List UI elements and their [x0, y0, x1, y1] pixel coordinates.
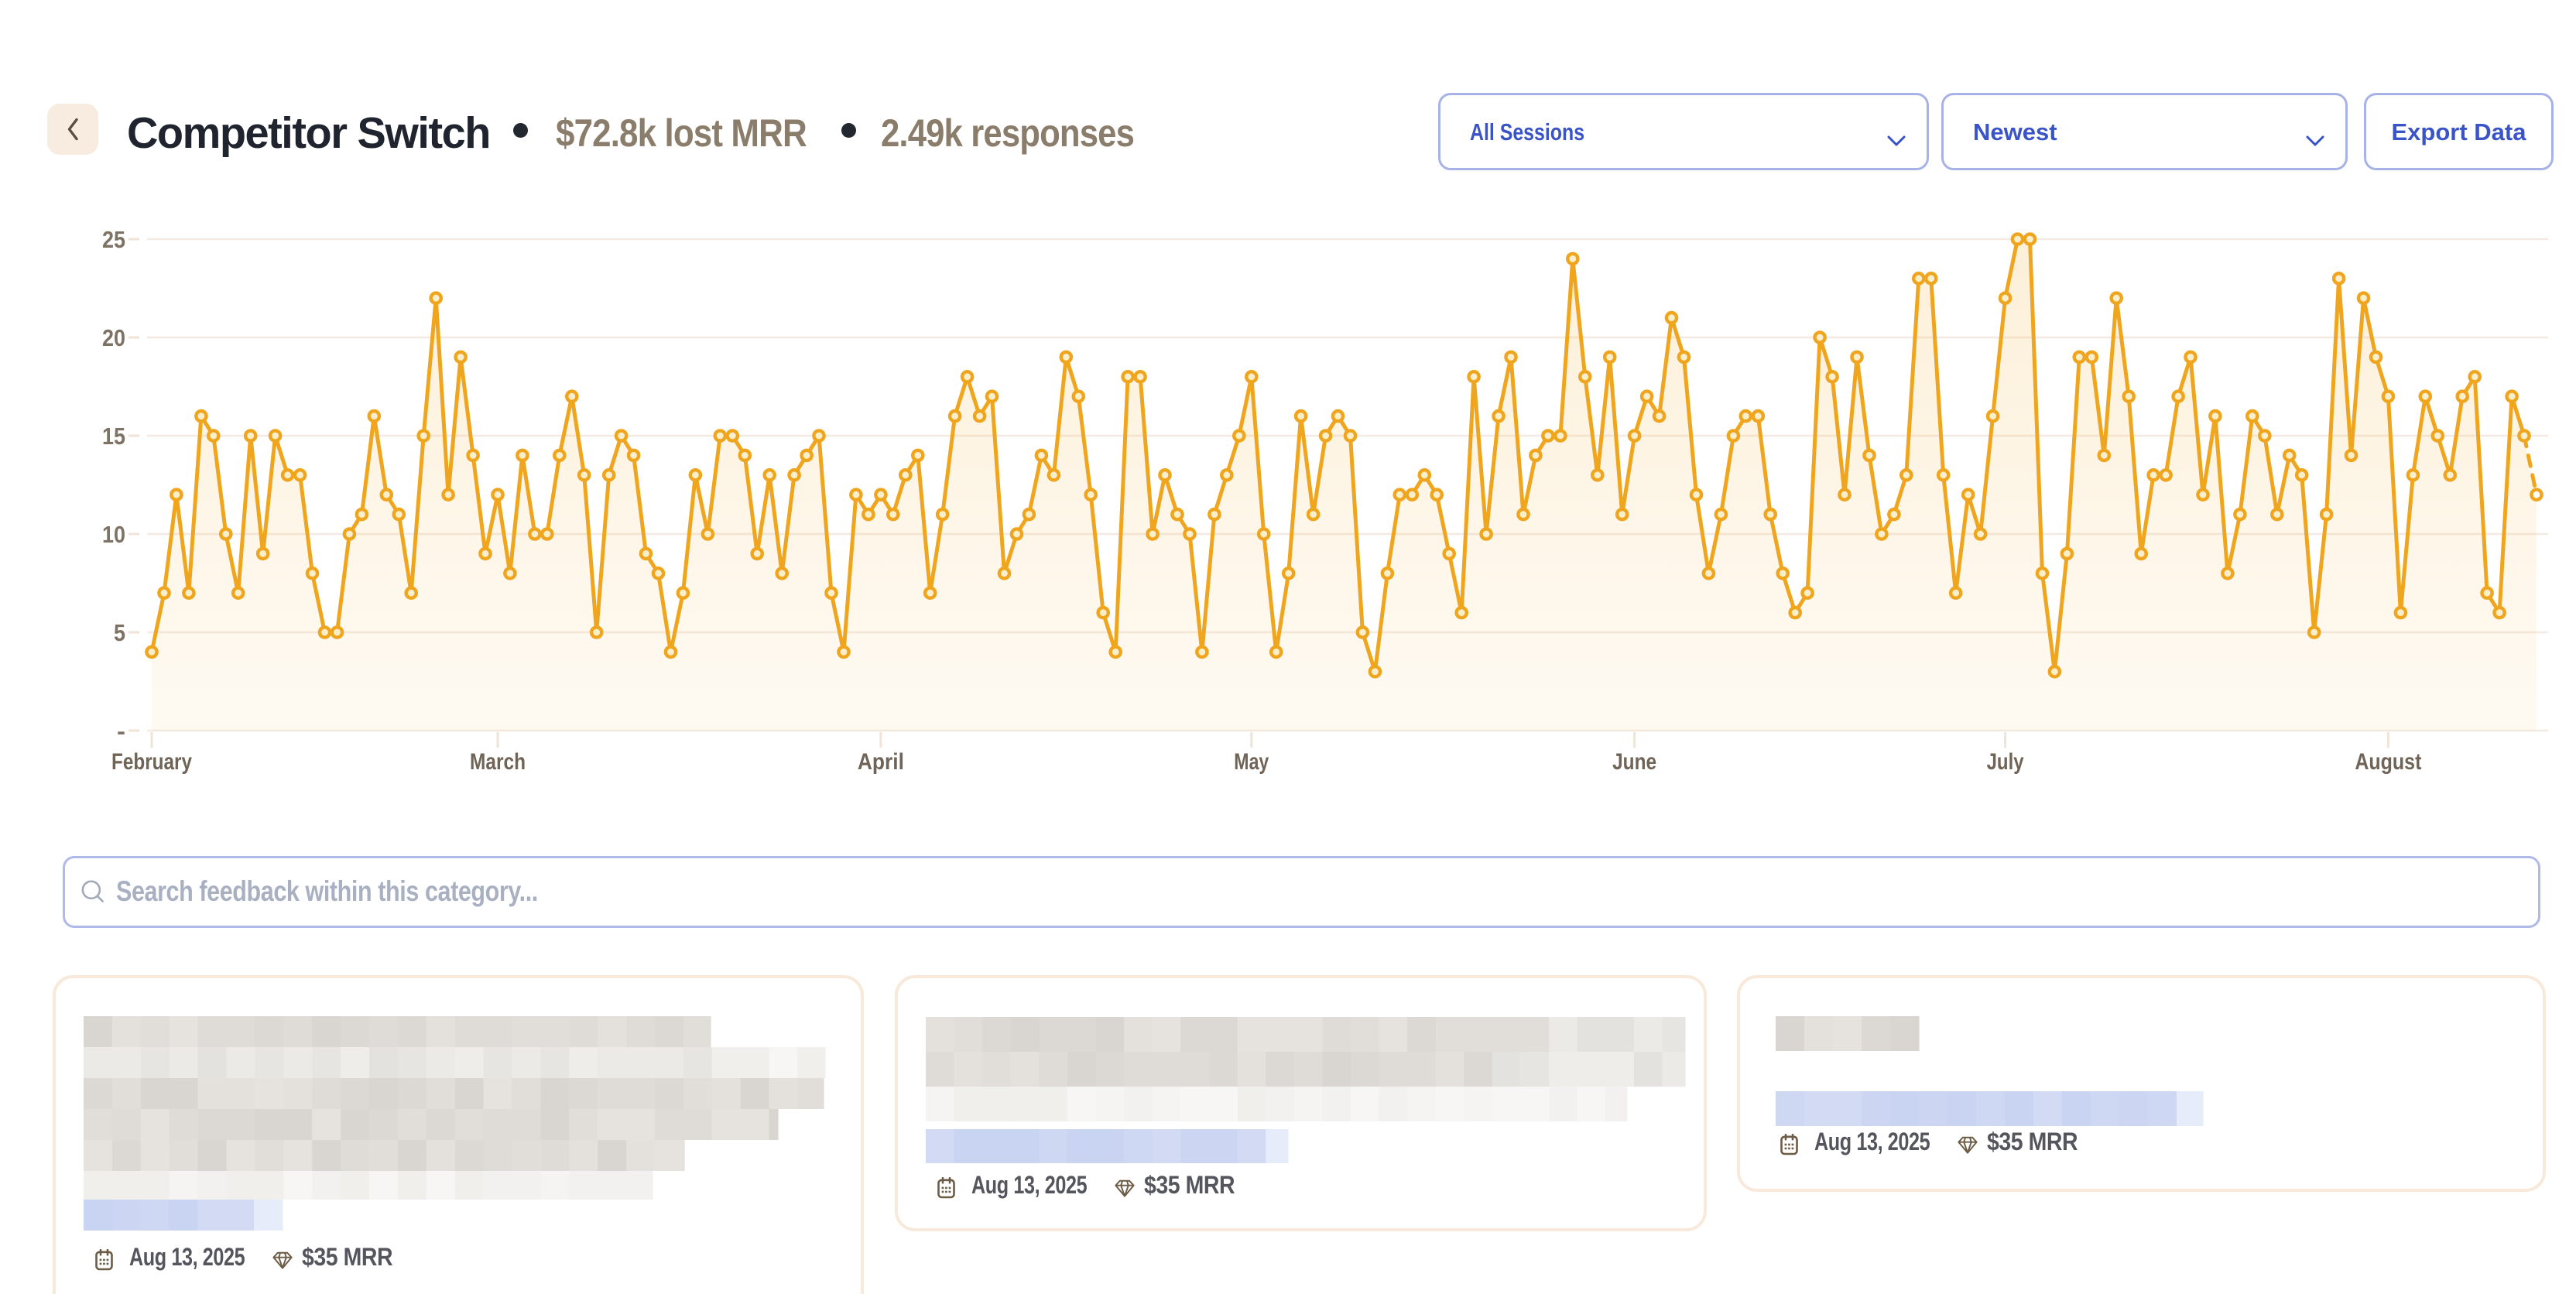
svg-text:20: 20 — [102, 324, 125, 351]
svg-text:June: June — [1612, 749, 1656, 775]
svg-text:10: 10 — [102, 521, 125, 548]
svg-text:15: 15 — [102, 423, 125, 450]
svg-text:-: - — [117, 717, 125, 745]
svg-text:August: August — [2355, 749, 2421, 775]
svg-text:July: July — [1987, 749, 2024, 775]
svg-text:February: February — [111, 749, 192, 775]
svg-text:5: 5 — [114, 619, 125, 646]
svg-text:25: 25 — [102, 226, 125, 253]
svg-text:May: May — [1234, 749, 1269, 775]
svg-text:March: March — [470, 749, 526, 775]
svg-text:April: April — [858, 749, 904, 775]
